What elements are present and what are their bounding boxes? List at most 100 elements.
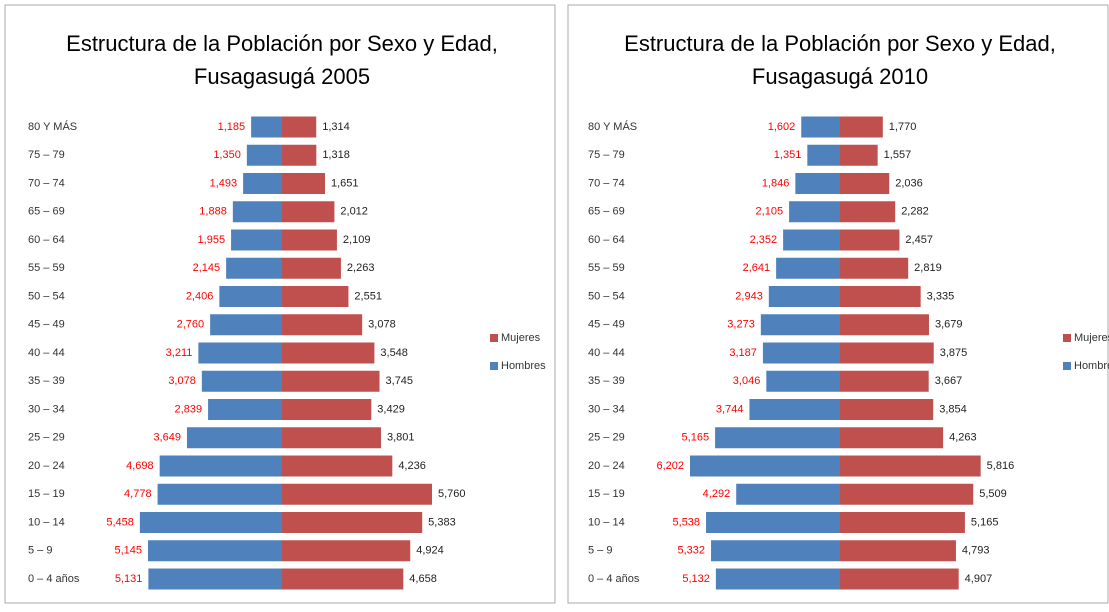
category-label: 60 – 64	[28, 234, 65, 246]
value-label: 2,109	[343, 234, 371, 246]
bar	[282, 116, 317, 138]
bar	[801, 116, 840, 138]
category-label: 30 – 34	[588, 403, 625, 415]
bar	[840, 399, 934, 420]
chart-subtitle: Fusagasugá 2010	[752, 64, 928, 89]
category-label: 35 – 39	[28, 375, 65, 387]
bar	[840, 173, 890, 194]
bar	[282, 173, 325, 194]
value-label: 3,548	[380, 347, 408, 359]
value-label: 3,801	[387, 432, 415, 444]
value-label: 2,760	[177, 319, 205, 331]
value-label: 2,551	[354, 290, 382, 302]
category-label: 60 – 64	[588, 234, 625, 246]
value-label: 1,318	[322, 149, 350, 161]
value-label: 4,292	[703, 488, 731, 500]
category-label: 10 – 14	[28, 516, 65, 528]
bar	[840, 342, 934, 364]
value-label: 1,770	[889, 121, 917, 133]
category-label: 5 – 9	[28, 545, 52, 557]
value-label: 2,839	[175, 403, 203, 415]
category-label: 0 – 4 años	[588, 573, 640, 585]
value-label: 1,846	[762, 177, 790, 189]
category-label: 25 – 29	[588, 432, 625, 444]
category-label: 80 Y MÁS	[588, 120, 637, 133]
value-label: 1,955	[198, 234, 226, 246]
value-label: 5,332	[678, 545, 706, 557]
chart-title: Estructura de la Población por Sexo y Ed…	[66, 31, 498, 56]
value-label: 5,131	[115, 573, 143, 585]
bar	[282, 427, 381, 449]
value-label: 2,352	[750, 234, 778, 246]
bar	[840, 483, 974, 505]
category-label: 5 – 9	[588, 545, 612, 557]
legend-swatch	[490, 334, 498, 342]
value-label: 3,744	[716, 403, 744, 415]
value-label: 2,282	[901, 206, 929, 218]
bar	[282, 144, 317, 166]
value-label: 4,924	[416, 545, 444, 557]
value-label: 1,493	[210, 177, 238, 189]
category-label: 25 – 29	[28, 432, 65, 444]
category-label: 10 – 14	[588, 516, 625, 528]
chart-title: Estructura de la Población por Sexo y Ed…	[624, 31, 1056, 56]
bar	[789, 201, 840, 223]
bar	[840, 229, 900, 251]
legend-swatch	[490, 362, 498, 370]
legend-swatch	[1063, 362, 1071, 370]
category-label: 65 – 69	[28, 206, 65, 218]
value-label: 2,641	[743, 262, 771, 274]
bar	[282, 483, 432, 505]
value-label: 3,078	[168, 375, 196, 387]
value-label: 2,105	[756, 206, 784, 218]
bar	[148, 540, 282, 562]
value-label: 3,667	[935, 375, 963, 387]
bar	[715, 427, 840, 449]
bar	[282, 257, 341, 279]
bar	[762, 342, 840, 364]
value-label: 4,698	[126, 460, 154, 472]
bar	[766, 370, 840, 392]
value-label: 2,145	[193, 262, 221, 274]
category-label: 45 – 49	[588, 319, 625, 331]
bar	[840, 257, 909, 279]
value-label: 5,132	[682, 573, 710, 585]
bar	[749, 399, 840, 420]
bar	[282, 286, 349, 307]
bar	[282, 314, 363, 336]
category-label: 20 – 24	[28, 460, 65, 472]
bar	[243, 173, 282, 194]
bar	[840, 116, 883, 138]
panel	[4, 4, 556, 604]
value-label: 3,649	[153, 432, 181, 444]
bar	[246, 144, 282, 166]
category-label: 55 – 59	[588, 262, 625, 274]
bar	[840, 512, 965, 533]
category-label: 70 – 74	[28, 177, 65, 189]
value-label: 1,888	[199, 206, 227, 218]
bar	[282, 540, 411, 562]
value-label: 1,314	[322, 121, 350, 133]
value-label: 4,658	[409, 573, 437, 585]
category-label: 50 – 54	[28, 290, 65, 302]
value-label: 2,036	[895, 177, 923, 189]
value-label: 2,263	[347, 262, 375, 274]
bar	[282, 229, 337, 251]
value-label: 4,907	[965, 573, 993, 585]
chart-subtitle: Fusagasugá 2005	[194, 64, 370, 89]
legend-swatch	[1063, 334, 1071, 342]
bar	[795, 173, 840, 194]
panel	[567, 4, 1109, 604]
value-label: 5,509	[979, 488, 1007, 500]
value-label: 1,351	[774, 149, 802, 161]
legend-label: Hombres	[501, 360, 546, 372]
value-label: 3,429	[377, 403, 405, 415]
bar	[840, 540, 956, 562]
category-label: 40 – 44	[28, 347, 65, 359]
category-label: 65 – 69	[588, 206, 625, 218]
value-label: 5,165	[971, 516, 999, 528]
bar	[807, 144, 840, 166]
bar	[139, 512, 282, 533]
category-label: 40 – 44	[588, 347, 625, 359]
bar	[840, 427, 944, 449]
